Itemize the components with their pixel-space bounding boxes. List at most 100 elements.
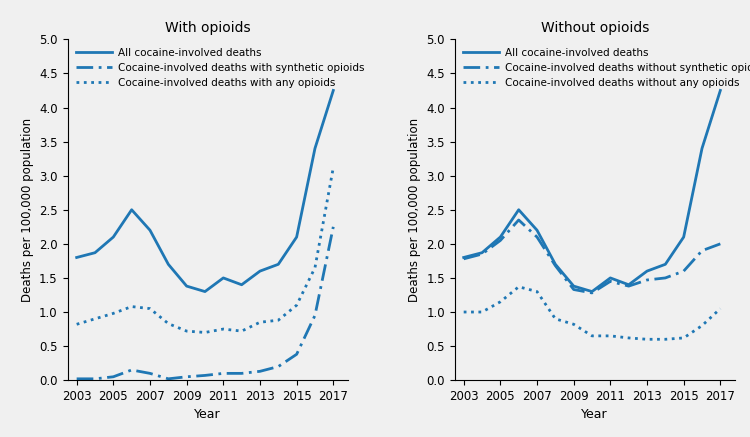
Cocaine-involved deaths without synthetic opioids — [698, 248, 706, 253]
All cocaine-involved deaths — [182, 284, 191, 289]
Cocaine-involved deaths with synthetic opioids — [109, 374, 118, 379]
Cocaine-involved deaths with any opioids — [274, 318, 283, 323]
All cocaine-involved deaths — [624, 282, 633, 288]
Cocaine-involved deaths with any opioids — [200, 330, 209, 335]
Cocaine-involved deaths without synthetic opioids — [716, 241, 724, 246]
All cocaine-involved deaths — [514, 207, 523, 212]
All cocaine-involved deaths — [661, 262, 670, 267]
Cocaine-involved deaths without any opioids — [680, 335, 688, 340]
Cocaine-involved deaths without synthetic opioids — [680, 268, 688, 274]
Cocaine-involved deaths without synthetic opioids — [569, 287, 578, 292]
Cocaine-involved deaths without any opioids — [716, 306, 724, 311]
Cocaine-involved deaths with synthetic opioids — [274, 364, 283, 369]
All cocaine-involved deaths — [643, 268, 652, 274]
Cocaine-involved deaths without synthetic opioids — [514, 217, 523, 222]
Cocaine-involved deaths with any opioids — [292, 302, 302, 308]
Cocaine-involved deaths with any opioids — [328, 165, 338, 170]
All cocaine-involved deaths — [478, 250, 487, 255]
Cocaine-involved deaths without synthetic opioids — [496, 238, 505, 243]
Line: Cocaine-involved deaths with any opioids: Cocaine-involved deaths with any opioids — [76, 167, 333, 333]
Cocaine-involved deaths without synthetic opioids — [606, 279, 615, 284]
Legend: All cocaine-involved deaths, Cocaine-involved deaths without synthetic opioids, : All cocaine-involved deaths, Cocaine-inv… — [460, 45, 750, 91]
Cocaine-involved deaths without any opioids — [514, 284, 523, 289]
Cocaine-involved deaths with any opioids — [219, 326, 228, 332]
Cocaine-involved deaths without synthetic opioids — [587, 290, 596, 295]
Legend: All cocaine-involved deaths, Cocaine-involved deaths with synthetic opioids, Coc: All cocaine-involved deaths, Cocaine-inv… — [73, 45, 368, 91]
Cocaine-involved deaths with synthetic opioids — [182, 374, 191, 379]
All cocaine-involved deaths — [292, 234, 302, 239]
All cocaine-involved deaths — [569, 284, 578, 289]
Cocaine-involved deaths without any opioids — [643, 336, 652, 342]
Cocaine-involved deaths with synthetic opioids — [292, 352, 302, 357]
Cocaine-involved deaths with synthetic opioids — [91, 376, 100, 382]
Cocaine-involved deaths without any opioids — [496, 299, 505, 305]
Line: All cocaine-involved deaths: All cocaine-involved deaths — [76, 90, 333, 291]
Y-axis label: Deaths per 100,000 population: Deaths per 100,000 population — [408, 118, 421, 302]
Y-axis label: Deaths per 100,000 population: Deaths per 100,000 population — [20, 118, 34, 302]
Cocaine-involved deaths without any opioids — [587, 333, 596, 339]
Line: Cocaine-involved deaths without synthetic opioids: Cocaine-involved deaths without syntheti… — [464, 220, 720, 293]
Cocaine-involved deaths with synthetic opioids — [146, 371, 154, 376]
Cocaine-involved deaths with any opioids — [128, 304, 136, 309]
Cocaine-involved deaths with any opioids — [146, 306, 154, 311]
Cocaine-involved deaths without synthetic opioids — [624, 284, 633, 289]
Cocaine-involved deaths with any opioids — [164, 321, 172, 326]
Cocaine-involved deaths with synthetic opioids — [328, 224, 338, 229]
Cocaine-involved deaths with any opioids — [91, 316, 100, 322]
Cocaine-involved deaths with any opioids — [72, 322, 81, 327]
Cocaine-involved deaths without synthetic opioids — [661, 275, 670, 281]
X-axis label: Year: Year — [581, 409, 608, 421]
All cocaine-involved deaths — [219, 275, 228, 281]
Cocaine-involved deaths with synthetic opioids — [72, 376, 81, 382]
All cocaine-involved deaths — [680, 234, 688, 239]
Line: All cocaine-involved deaths: All cocaine-involved deaths — [464, 90, 720, 291]
All cocaine-involved deaths — [146, 228, 154, 233]
Cocaine-involved deaths with synthetic opioids — [200, 373, 209, 378]
Cocaine-involved deaths without synthetic opioids — [459, 256, 468, 261]
Cocaine-involved deaths without any opioids — [550, 316, 560, 322]
All cocaine-involved deaths — [550, 262, 560, 267]
All cocaine-involved deaths — [128, 207, 136, 212]
Cocaine-involved deaths with synthetic opioids — [256, 369, 265, 374]
All cocaine-involved deaths — [459, 255, 468, 260]
All cocaine-involved deaths — [328, 88, 338, 93]
All cocaine-involved deaths — [72, 255, 81, 260]
All cocaine-involved deaths — [91, 250, 100, 255]
Cocaine-involved deaths without synthetic opioids — [478, 251, 487, 257]
Cocaine-involved deaths with synthetic opioids — [164, 376, 172, 382]
All cocaine-involved deaths — [606, 275, 615, 281]
Cocaine-involved deaths with any opioids — [256, 319, 265, 325]
Cocaine-involved deaths without any opioids — [459, 309, 468, 315]
All cocaine-involved deaths — [698, 146, 706, 151]
All cocaine-involved deaths — [496, 234, 505, 239]
Cocaine-involved deaths without any opioids — [698, 323, 706, 328]
Cocaine-involved deaths without any opioids — [661, 336, 670, 342]
Cocaine-involved deaths without any opioids — [569, 322, 578, 327]
Cocaine-involved deaths with any opioids — [109, 311, 118, 316]
Cocaine-involved deaths with synthetic opioids — [310, 313, 320, 318]
Line: Cocaine-involved deaths with synthetic opioids: Cocaine-involved deaths with synthetic o… — [76, 227, 333, 379]
All cocaine-involved deaths — [310, 146, 320, 151]
Cocaine-involved deaths with synthetic opioids — [237, 371, 246, 376]
All cocaine-involved deaths — [716, 88, 724, 93]
Cocaine-involved deaths without synthetic opioids — [532, 234, 542, 239]
Cocaine-involved deaths with synthetic opioids — [128, 368, 136, 373]
Cocaine-involved deaths without synthetic opioids — [643, 277, 652, 283]
All cocaine-involved deaths — [587, 289, 596, 294]
Cocaine-involved deaths without any opioids — [624, 335, 633, 340]
Title: With opioids: With opioids — [165, 21, 250, 35]
All cocaine-involved deaths — [256, 268, 265, 274]
Title: Without opioids: Without opioids — [541, 21, 649, 35]
Cocaine-involved deaths with any opioids — [310, 265, 320, 271]
Cocaine-involved deaths without synthetic opioids — [550, 263, 560, 268]
Cocaine-involved deaths with synthetic opioids — [219, 371, 228, 376]
All cocaine-involved deaths — [274, 262, 283, 267]
Cocaine-involved deaths without any opioids — [606, 333, 615, 339]
All cocaine-involved deaths — [109, 234, 118, 239]
X-axis label: Year: Year — [194, 409, 221, 421]
Cocaine-involved deaths with any opioids — [182, 329, 191, 334]
All cocaine-involved deaths — [200, 289, 209, 294]
All cocaine-involved deaths — [237, 282, 246, 288]
All cocaine-involved deaths — [164, 262, 172, 267]
Cocaine-involved deaths with any opioids — [237, 329, 246, 334]
